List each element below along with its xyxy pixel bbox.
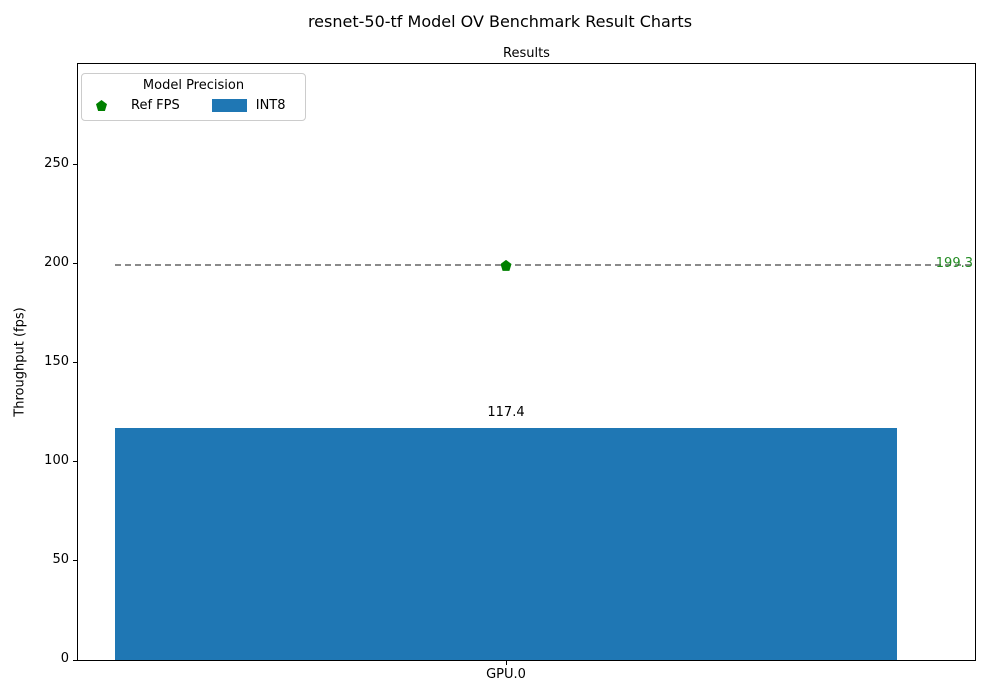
reference-line bbox=[115, 264, 974, 266]
y-tick-mark bbox=[73, 560, 77, 562]
y-tick-mark bbox=[73, 164, 77, 166]
legend-label-ref-fps: Ref FPS bbox=[131, 98, 180, 113]
legend-items: Ref FPS INT8 bbox=[82, 98, 305, 113]
y-tick-mark bbox=[73, 659, 77, 661]
y-tick-mark bbox=[73, 461, 77, 463]
y-tick-label: 0 bbox=[60, 651, 69, 666]
y-tick-label: 50 bbox=[52, 551, 69, 567]
ref-value-label: 199.3 bbox=[935, 256, 973, 272]
x-tick-label: GPU.0 bbox=[486, 667, 526, 682]
legend-label-int8: INT8 bbox=[255, 98, 286, 113]
y-axis-label: Throughput (fps) bbox=[12, 307, 28, 417]
figure-title: resnet-50-tf Model OV Benchmark Result C… bbox=[307, 12, 693, 31]
axes-title: Results bbox=[503, 46, 550, 61]
y-tick-label: 250 bbox=[44, 155, 69, 171]
legend-title: Model Precision bbox=[142, 78, 245, 93]
legend: Model Precision Ref FPS INT8 bbox=[81, 73, 306, 121]
y-tick-mark bbox=[73, 263, 77, 265]
ref-fps-marker-icon bbox=[96, 100, 107, 111]
bar-value-label: 117.4 bbox=[487, 404, 525, 420]
y-tick-label: 200 bbox=[44, 254, 69, 270]
plot-area: Model Precision Ref FPS INT8 117.4 199.3… bbox=[44, 63, 976, 682]
y-tick-label: 150 bbox=[44, 353, 69, 369]
x-tick-mark bbox=[506, 661, 507, 665]
throughput-bar bbox=[115, 427, 897, 660]
y-tick-label: 100 bbox=[44, 452, 69, 468]
int8-swatch-icon bbox=[211, 99, 247, 112]
y-tick-mark bbox=[73, 362, 77, 364]
ref-fps-point-icon bbox=[500, 259, 512, 271]
